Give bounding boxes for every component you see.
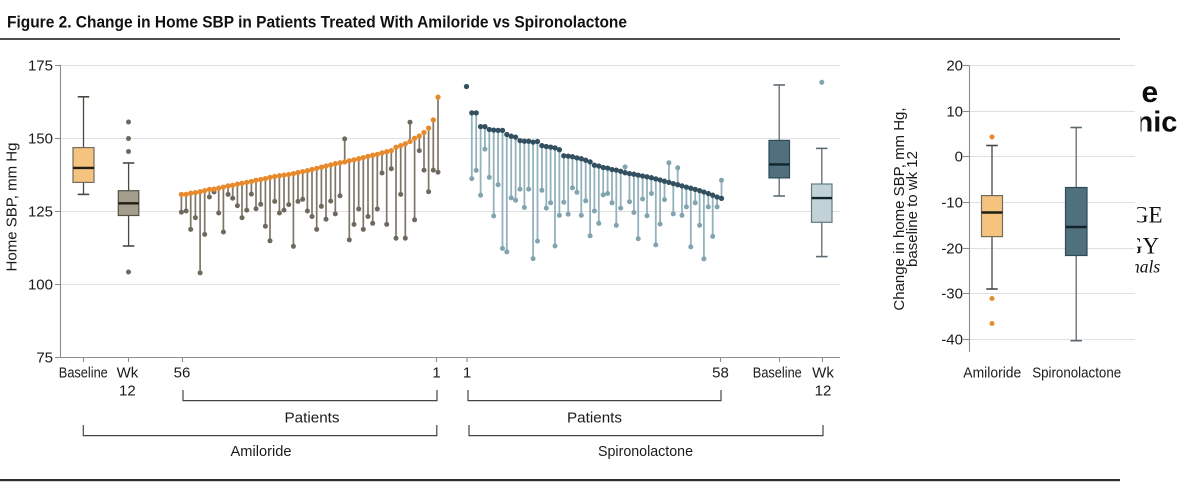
svg-text:GE: GE — [1132, 203, 1163, 228]
svg-text:Baseline: Baseline — [753, 365, 802, 382]
svg-text:-10: -10 — [941, 195, 963, 212]
svg-text:10: 10 — [946, 104, 963, 121]
svg-text:Spironolactone: Spironolactone — [598, 443, 693, 460]
svg-text:12: 12 — [119, 383, 136, 400]
svg-text:GY: GY — [1126, 234, 1160, 259]
svg-text:150: 150 — [28, 131, 53, 148]
svg-text:Amiloride: Amiloride — [963, 365, 1021, 382]
svg-text:-30: -30 — [941, 286, 963, 303]
svg-text:baseline to wk 12: baseline to wk 12 — [904, 151, 921, 267]
svg-text:nals: nals — [1131, 257, 1160, 277]
svg-text:58: 58 — [712, 365, 729, 382]
svg-text:12: 12 — [815, 383, 832, 400]
svg-text:75: 75 — [36, 350, 53, 367]
svg-text:Wk: Wk — [812, 365, 834, 382]
svg-text:e: e — [1142, 76, 1159, 109]
svg-text:Spironolactone: Spironolactone — [1032, 365, 1121, 382]
svg-text:20: 20 — [946, 58, 963, 75]
svg-text:1: 1 — [463, 365, 471, 382]
svg-text:56: 56 — [174, 365, 191, 382]
svg-text:nic: nic — [1136, 107, 1178, 139]
svg-text:-40: -40 — [941, 332, 963, 349]
svg-text:100: 100 — [28, 277, 53, 294]
svg-text:1: 1 — [432, 365, 440, 382]
svg-text:Home SBP, mm Hg: Home SBP, mm Hg — [4, 143, 21, 272]
svg-text:175: 175 — [28, 58, 53, 75]
svg-text:Wk: Wk — [117, 365, 139, 382]
svg-text:-20: -20 — [941, 241, 963, 258]
svg-text:Figure 2. Change in Home SBP i: Figure 2. Change in Home SBP in Patients… — [7, 13, 627, 32]
svg-text:Amiloride: Amiloride — [231, 443, 292, 460]
svg-text:Patients: Patients — [285, 410, 340, 427]
svg-text:Change in home SBP, mm Hg,: Change in home SBP, mm Hg, — [891, 107, 908, 310]
svg-text:Patients: Patients — [567, 410, 622, 427]
svg-text:Baseline: Baseline — [59, 365, 108, 382]
svg-text:0: 0 — [955, 149, 963, 166]
svg-text:125: 125 — [28, 204, 53, 221]
